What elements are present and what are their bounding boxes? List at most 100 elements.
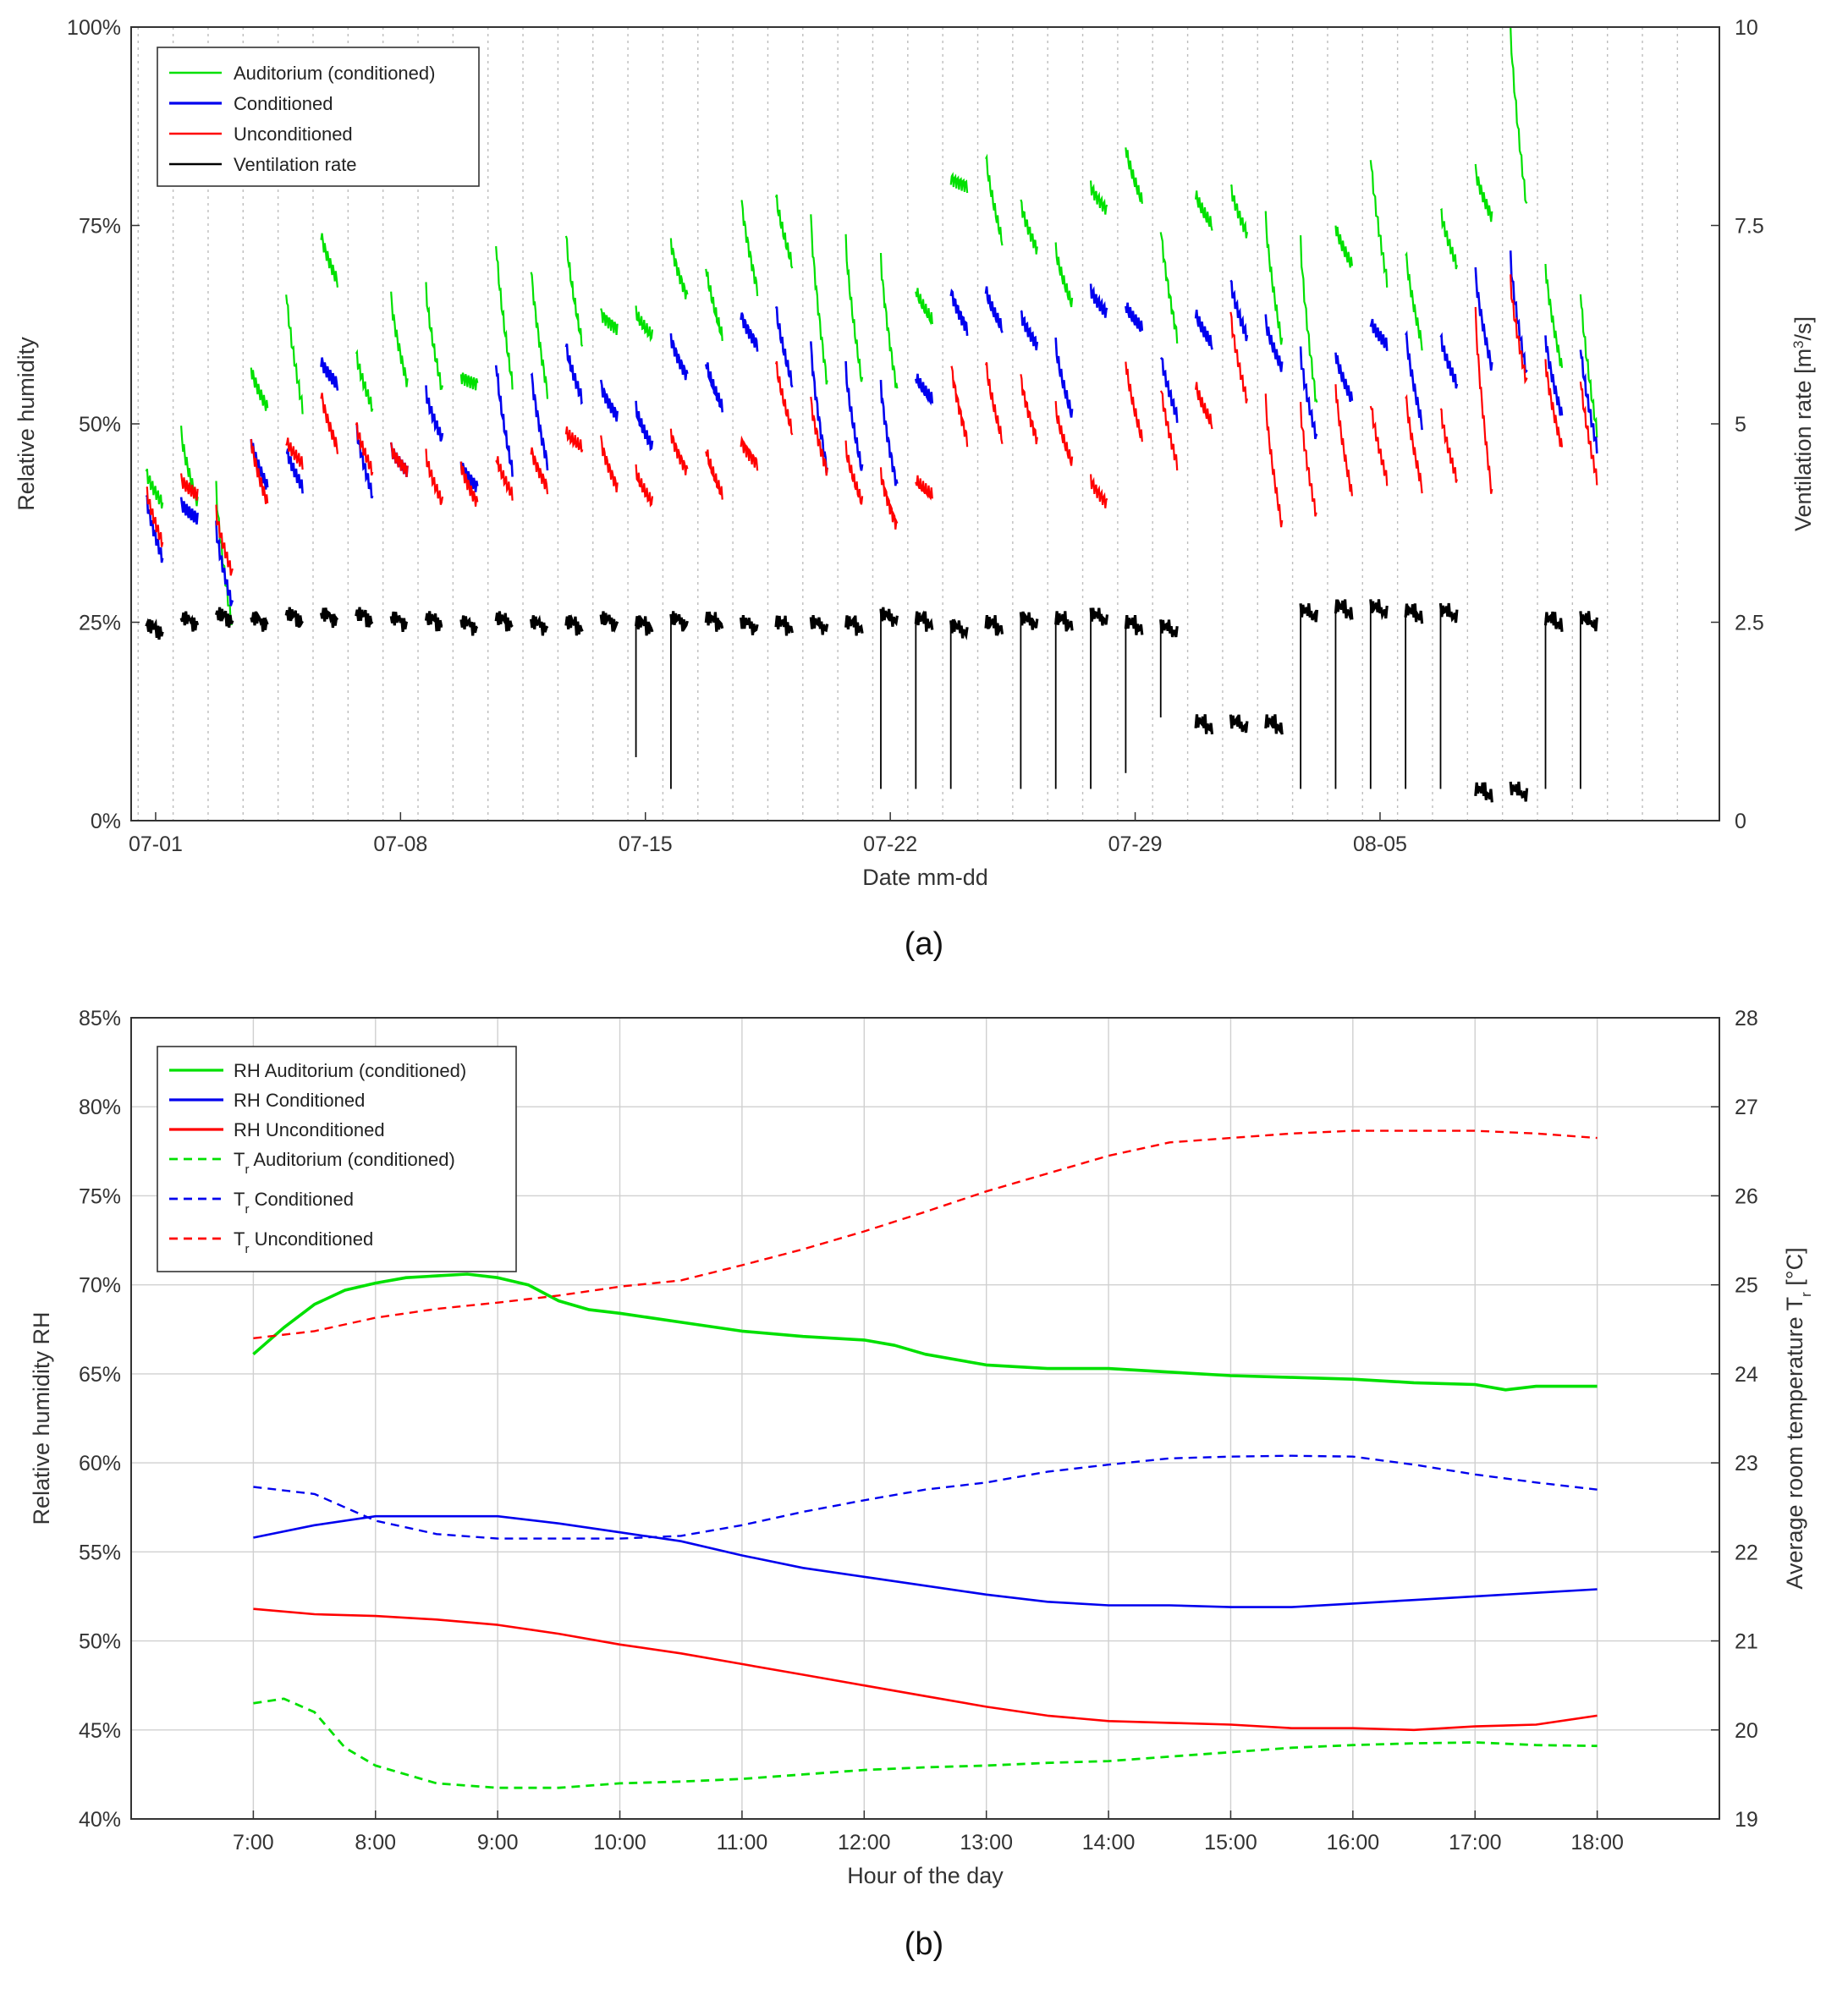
chart-a-conditioned-day-segment: [1054, 338, 1074, 418]
chart-b-panel-label: (b): [905, 1926, 943, 1962]
chart-a-ventilation-day-segment: [740, 614, 759, 635]
chart-a-ventilation-day-segment: [250, 611, 269, 632]
chart-a-auditorium-day-segment: [810, 214, 828, 385]
chart-a-ventilation-day-segment: [284, 607, 304, 628]
chart-a-ventilation-day-segment: [1509, 781, 1529, 802]
chart-a-auditorium-day-segment: [635, 305, 654, 343]
chart-b-y2-tick-label: 26: [1735, 1184, 1758, 1208]
chart-b-legend-label-prefix: RH: [234, 1090, 266, 1111]
chart-a-conditioned-day-segment: [635, 400, 654, 452]
chart-a-auditorium-day-segment: [459, 372, 479, 391]
chart-b-x-tick-label: 15:00: [1204, 1831, 1257, 1854]
chart-a-ventilation-day-segment: [355, 607, 374, 628]
chart-a-y-tick-label: 75%: [79, 215, 121, 239]
chart-b-series-tr-unconditioned: [253, 1129, 1598, 1339]
chart-a-ventilation-day-segment: [774, 615, 794, 636]
chart-a-conditioned-day-segment: [774, 306, 794, 388]
chart-a-auditorium-day-segment: [949, 172, 969, 194]
chart-a-conditioned-day-segment: [1020, 310, 1039, 351]
chart-b-legend-label: Tr Unconditioned: [234, 1228, 373, 1256]
chart-a-auditorium-day-segment: [740, 200, 759, 296]
chart-a-conditioned-day-segment: [285, 448, 304, 494]
chart-a-auditorium-day-segment: [669, 238, 689, 299]
chart-a-unconditioned-day-segment: [320, 393, 338, 454]
chart-b-y-tick-label: 45%: [79, 1719, 121, 1743]
chart-a-ventilation-day-segment: [1404, 603, 1424, 624]
chart-a-unconditioned-day-segment: [390, 442, 409, 478]
chart-a-ticks: 07-01 07-08 07-15 07-22 07-29 08-05 0% 25% 50% 75…: [67, 16, 1764, 856]
chart-b-legend: RH Auditorium (conditioned)RH Conditione…: [157, 1046, 517, 1272]
chart-a-auditorium-day-segment: [495, 245, 514, 390]
chart-a-unconditioned-day-segment: [950, 365, 969, 448]
chart-a-ventilation-day-segment: [459, 615, 479, 636]
chart-a-conditioned-day-segment: [1509, 250, 1528, 375]
chart-b-x-tick-label: 8:00: [355, 1831, 396, 1854]
chart-a-auditorium-day-segment: [1474, 163, 1493, 223]
chart-a-ventilation-day-segment: [1579, 611, 1598, 632]
chart-a-ventilation-day-segment: [319, 607, 339, 629]
chart-a-y-tick-label: 0%: [91, 810, 121, 833]
chart-a-ventilation-day-segment: [984, 614, 1004, 637]
chart-a-unconditioned-day-segment: [984, 362, 1004, 444]
chart-b-x-tick-label: 16:00: [1327, 1831, 1380, 1854]
chart-a-conditioned-day-segment: [1405, 330, 1423, 431]
chart-a-conditioned-day-segment: [1299, 346, 1318, 440]
chart-a-ventilation-day-segment: [635, 615, 654, 636]
chart-a-conditioned-day-segment: [705, 362, 723, 413]
chart-a-unconditioned-day-segment: [1369, 405, 1389, 486]
chart-a-y2-tick-label: 10: [1735, 16, 1758, 40]
chart-a-ventilation-day-segment: [530, 614, 549, 636]
chart-b-x-tick-label: 17:00: [1449, 1831, 1502, 1854]
chart-a-conditioned-day-segment: [1125, 302, 1144, 332]
chart-b-y2-tick-label: 25: [1735, 1274, 1758, 1298]
chart-a-unconditioned-day-segment: [1229, 311, 1248, 404]
chart-a-unconditioned-day-segment: [250, 438, 269, 504]
chart-a-conditioned-day-segment: [530, 372, 549, 471]
chart-a-x-tick-label: 08-05: [1353, 832, 1407, 856]
chart-a-unconditioned-day-segment: [810, 396, 828, 476]
chart-a-ventilation-day-segment: [1054, 611, 1074, 632]
chart-a-conditioned-day-segment: [1229, 279, 1249, 342]
chart-a-ventilation-day-segment: [179, 611, 200, 632]
chart-b-y2-axis-label: Average room temperature Tr [°C]: [1782, 1247, 1814, 1589]
chart-b-legend-label-name: Auditorium (conditioned): [265, 1060, 466, 1081]
chart-b-y-tick-label: 55%: [79, 1541, 121, 1564]
chart-a-ventilation-day-segment: [1124, 614, 1144, 635]
chart-b-y-axis-label: Relative humidity RH: [29, 1311, 54, 1525]
chart-a-unconditioned-day-segment: [1159, 390, 1179, 471]
chart-a-ventilation-day-segment: [914, 610, 934, 632]
chart-b-y-tick-label: 75%: [79, 1184, 121, 1208]
chart-a-auditorium-day-segment: [705, 268, 723, 342]
chart-a-ventilation-day-segment: [1019, 611, 1039, 630]
chart-a-auditorium-day-segment: [1229, 184, 1248, 239]
chart-a-unconditioned-day-segment: [1439, 408, 1458, 483]
chart-b-legend-label: Tr Auditorium (conditioned): [234, 1149, 455, 1177]
chart-a-auditorium-day-segment: [355, 349, 374, 412]
chart-a-legend: Auditorium (conditioned) Conditioned Uncon…: [157, 47, 480, 187]
chart-a-ventilation-day-segment: [214, 607, 234, 628]
chart-a-ventilation-day-segment: [809, 614, 829, 635]
chart-b-legend-label-name: Unconditioned: [266, 1119, 385, 1140]
chart-a-unconditioned-day-segment: [146, 486, 164, 547]
chart-b-x-tick-label: 9:00: [477, 1831, 519, 1854]
chart-b-y2-tick-label: 22: [1735, 1541, 1758, 1564]
chart-a-conditioned-day-segment: [1474, 266, 1493, 371]
chart-a-conditioned-day-segment: [494, 365, 514, 477]
chart-b-y-tick-label: 70%: [79, 1274, 121, 1298]
chart-a-legend-box: [157, 47, 480, 187]
chart-a-ventilation-day-segment: [1474, 782, 1493, 803]
chart-a-x-tick-label: 07-15: [619, 832, 673, 856]
chart-b-legend-label-name: Conditioned: [249, 1189, 354, 1210]
chart-b-legend-label-name: Conditioned: [266, 1090, 365, 1111]
chart-a-x-axis-label: Date mm-dd: [862, 865, 988, 890]
chart-a-y2-axis-label: Ventilation rate [m3/s]: [1790, 316, 1817, 531]
chart-b-y2-tick-label: 23: [1735, 1452, 1758, 1475]
chart-a-ventilation-day-segment: [704, 611, 724, 632]
chart-a-conditioned-day-segment: [1439, 332, 1459, 389]
chart-a-conditioned-day-segment: [879, 380, 899, 486]
chart-b-x-tick-label: 12:00: [838, 1831, 891, 1854]
chart-a-y2-tick-label: 5: [1735, 413, 1746, 437]
chart-a-ventilation-day-segment: [494, 611, 514, 632]
chart-a-auditorium-day-segment: [1439, 207, 1458, 270]
chart-a-conditioned-day-segment: [1579, 349, 1598, 454]
